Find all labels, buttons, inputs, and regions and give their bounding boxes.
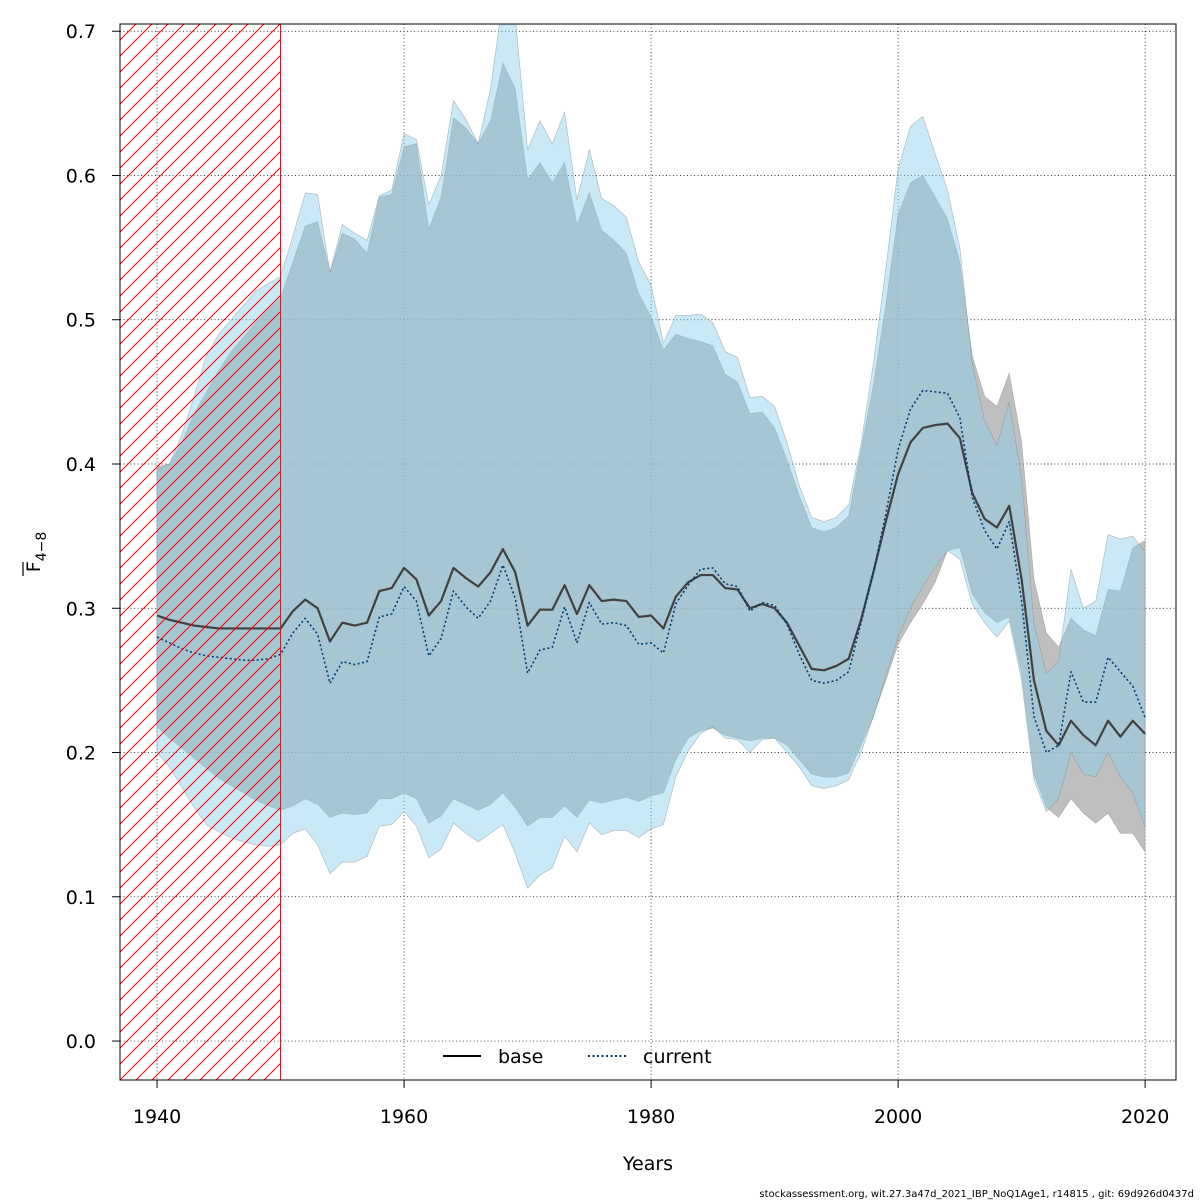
- confidence-band-current: [156, 24, 1146, 889]
- series-lines: [156, 389, 1146, 754]
- y-tick-label-0.6: 0.6: [66, 165, 96, 187]
- svg-text:F4−8: F4−8: [23, 532, 50, 572]
- hatched-region-fill: [120, 24, 281, 1080]
- hatched-region: [119, 23, 282, 1081]
- series-line-base: [156, 422, 1146, 747]
- y-axis-title-subscript: 4−8: [34, 532, 50, 562]
- y-axis: 0.0 0.1 0.2 0.3 0.4 0.5 0.6 0.7: [66, 21, 120, 1053]
- legend-label-base: base: [498, 1046, 543, 1068]
- legend-label-current: current: [643, 1046, 712, 1068]
- x-axis-title: Years: [622, 1153, 673, 1175]
- x-tick-label-1960: 1960: [380, 1106, 428, 1128]
- x-tick-label-2020: 2020: [1121, 1106, 1169, 1128]
- legend: base current: [443, 1046, 712, 1068]
- y-tick-label-0.2: 0.2: [66, 743, 96, 765]
- x-tick-label-1980: 1980: [627, 1106, 675, 1128]
- y-tick-label-0.7: 0.7: [66, 21, 96, 43]
- y-axis-title-main: F: [23, 561, 45, 572]
- y-tick-label-0.5: 0.5: [66, 310, 96, 332]
- y-tick-label-0.1: 0.1: [66, 887, 96, 909]
- footer-credit: stockassessment.org, wit.27.3a47d_2021_I…: [759, 1189, 1194, 1200]
- x-tick-label-2000: 2000: [874, 1106, 922, 1128]
- series-line-current: [156, 389, 1146, 754]
- confidence-band-base: [156, 62, 1146, 854]
- x-axis: 1940 1960 1980 2000 2020: [133, 1080, 1169, 1128]
- confidence-bands: [156, 24, 1146, 889]
- plot-frame: [119, 23, 1177, 1081]
- y-tick-label-0: 0.0: [66, 1031, 96, 1053]
- x-tick-label-1940: 1940: [133, 1106, 181, 1128]
- y-tick-label-0.4: 0.4: [66, 454, 96, 476]
- y-tick-label-0.3: 0.3: [66, 598, 96, 620]
- y-axis-title: F4−8: [22, 532, 50, 576]
